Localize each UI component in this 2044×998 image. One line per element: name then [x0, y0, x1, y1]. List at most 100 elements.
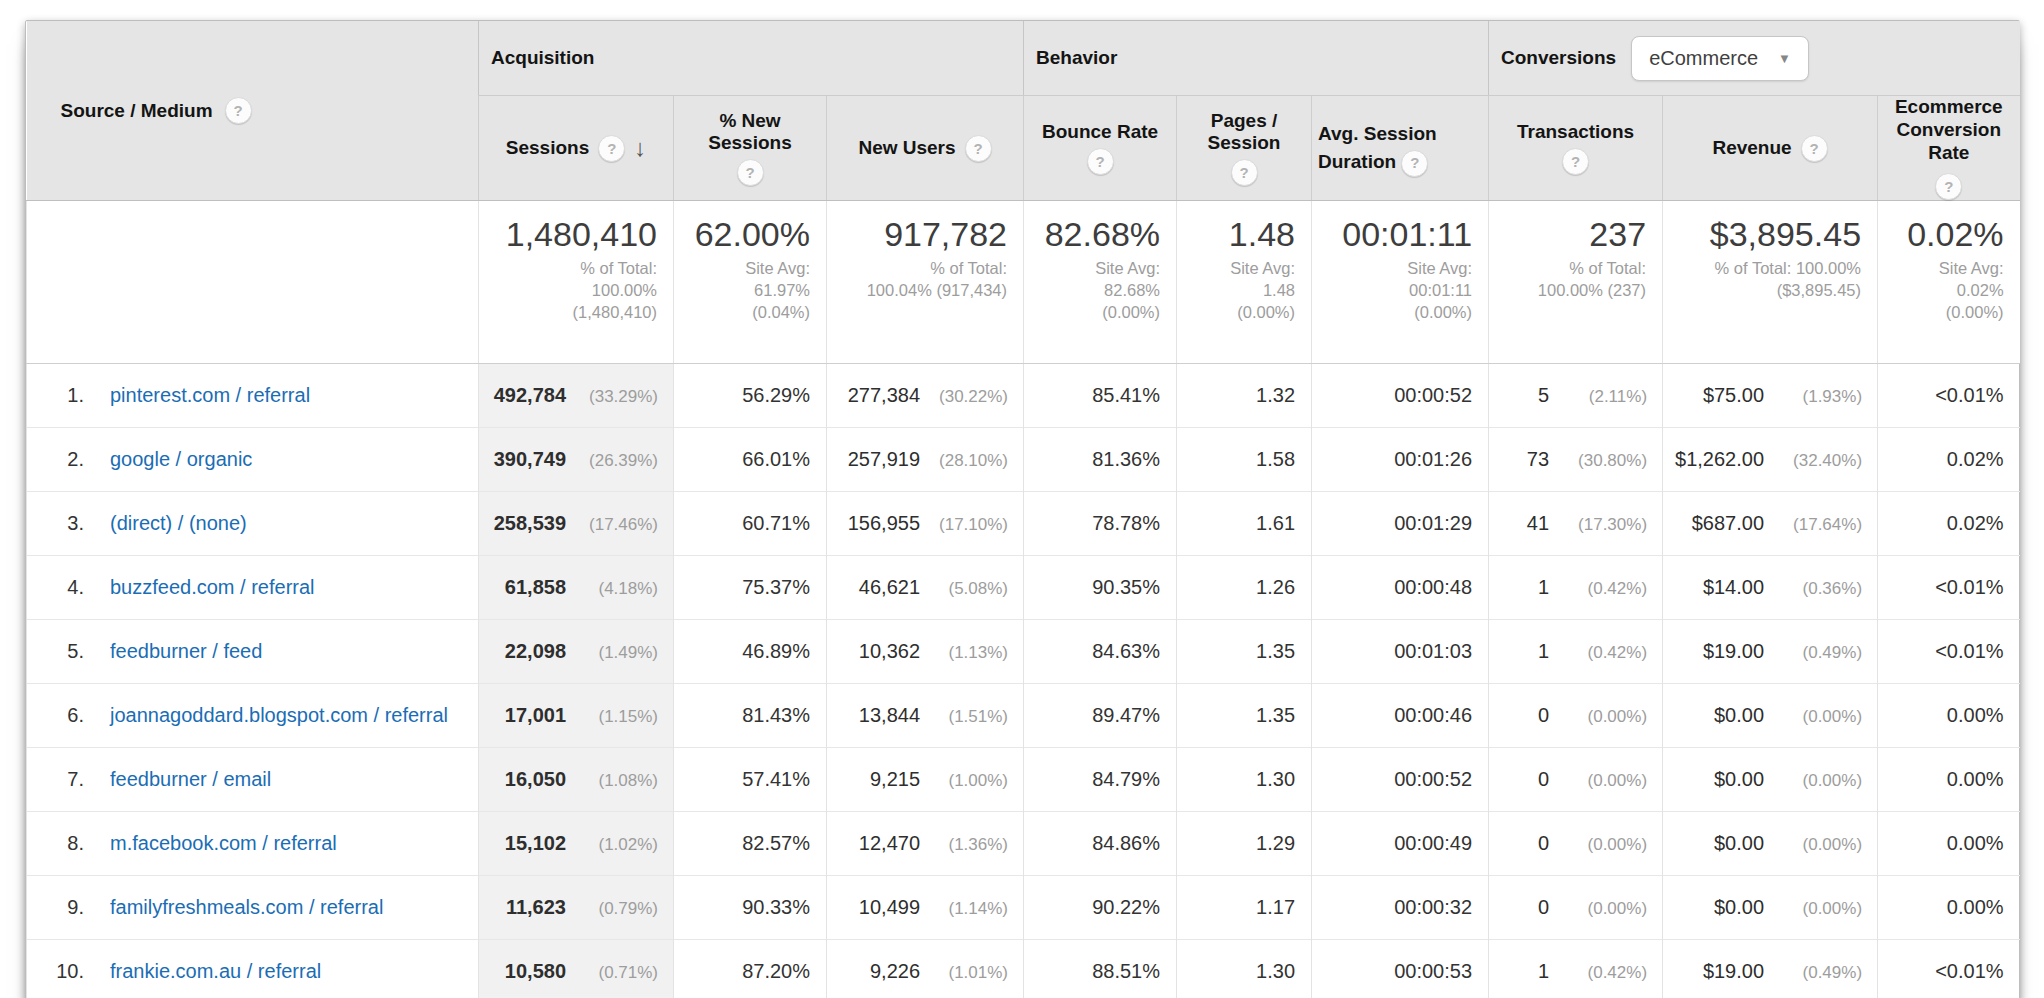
cell-pct-new-sessions: 66.01% [674, 428, 827, 492]
transactions-value: 0 [1538, 832, 1549, 855]
table-row: 1.pinterest.com / referral492,784(33.29%… [27, 364, 2020, 428]
help-icon[interactable]: ? [1935, 173, 1962, 200]
cell-pct-new-sessions: 75.37% [674, 556, 827, 620]
help-icon[interactable]: ? [225, 97, 252, 124]
summary-note-line: 100.04% (917,434) [835, 280, 1007, 302]
source-medium-link[interactable]: m.facebook.com / referral [110, 831, 347, 856]
transactions-percent: (17.30%) [1549, 515, 1647, 535]
summary-note: Site Avg:61.97%(0.04%) [682, 258, 810, 323]
sessions-value: 258,539 [494, 512, 566, 535]
column-header-sessions[interactable]: Sessions ? ↓ [479, 96, 674, 201]
summary-cell-pct-new-sessions: 62.00%Site Avg:61.97%(0.04%) [674, 201, 827, 364]
table-row: 10.frankie.com.au / referral10,580(0.71%… [27, 940, 2020, 998]
cell-revenue: $687.00(17.64%) [1663, 492, 1878, 556]
cell-ecommerce-conversion-rate: 0.00% [1878, 684, 2020, 748]
cell-sessions: 16,050(1.08%) [479, 748, 674, 812]
help-icon[interactable]: ? [1231, 159, 1258, 186]
revenue-percent: (1.93%) [1764, 387, 1862, 407]
table-row: 4.buzzfeed.com / referral61,858(4.18%)75… [27, 556, 2020, 620]
cell-pages-session: 1.30 [1177, 748, 1312, 812]
new-users-value: 10,362 [859, 640, 920, 663]
cell-new-users: 13,844(1.51%) [827, 684, 1024, 748]
source-medium-link[interactable]: familyfreshmeals.com / referral [110, 895, 393, 920]
summary-value: $3,895.45 [1671, 215, 1861, 254]
cell-revenue: $19.00(0.49%) [1663, 620, 1878, 684]
sessions-percent: (1.15%) [566, 707, 658, 727]
cell-transactions: 5(2.11%) [1489, 364, 1663, 428]
transactions-value: 73 [1527, 448, 1549, 471]
summary-cell-revenue: $3,895.45% of Total: 100.00%($3,895.45) [1663, 201, 1878, 364]
source-medium-link[interactable]: google / organic [110, 447, 262, 472]
cell-sessions: 22,098(1.49%) [479, 620, 674, 684]
source-medium-link[interactable]: frankie.com.au / referral [110, 959, 331, 984]
summary-cell-new-users: 917,782% of Total:100.04% (917,434) [827, 201, 1024, 364]
column-header-revenue[interactable]: Revenue ? [1663, 96, 1878, 201]
new-users-percent: (17.10%) [920, 515, 1008, 535]
help-icon[interactable]: ? [737, 159, 764, 186]
source-medium-link[interactable]: buzzfeed.com / referral [110, 575, 325, 600]
cell-avg-session-duration: 00:00:32 [1312, 876, 1489, 940]
transactions-percent: (0.00%) [1549, 899, 1647, 919]
column-header-bounce-rate[interactable]: Bounce Rate ? [1024, 96, 1177, 201]
source-medium-link[interactable]: pinterest.com / referral [110, 383, 320, 408]
summary-note: % of Total:100.00% (237) [1497, 258, 1646, 302]
summary-cell-sessions: 1,480,410% of Total:100.00%(1,480,410) [479, 201, 674, 364]
column-header-new-users[interactable]: New Users ? [827, 96, 1024, 201]
column-header-source-medium[interactable]: Source / Medium ? [27, 21, 479, 201]
summary-note-line: Site Avg: [682, 258, 810, 280]
cell-revenue: $19.00(0.49%) [1663, 940, 1878, 998]
row-rank: 8. [28, 832, 110, 855]
help-icon[interactable]: ? [1801, 135, 1828, 162]
source-medium-link[interactable]: feedburner / email [110, 767, 281, 792]
transactions-value: 5 [1538, 384, 1549, 407]
cell-source-medium: 3.(direct) / (none) [27, 492, 479, 556]
cell-pct-new-sessions: 87.20% [674, 940, 827, 998]
cell-transactions: 1(0.42%) [1489, 556, 1663, 620]
column-header-pages-session[interactable]: Pages / Session ? [1177, 96, 1312, 201]
summary-cell-bounce-rate: 82.68%Site Avg:82.68%(0.00%) [1024, 201, 1177, 364]
cell-pct-new-sessions: 81.43% [674, 684, 827, 748]
column-header-transactions[interactable]: Transactions ? [1489, 96, 1663, 201]
table-row: 7.feedburner / email16,050(1.08%)57.41%9… [27, 748, 2020, 812]
cell-avg-session-duration: 00:00:53 [1312, 940, 1489, 998]
row-rank: 6. [28, 704, 110, 727]
revenue-percent: (0.00%) [1764, 835, 1862, 855]
summary-cell-ecommerce-conversion-rate: 0.02%Site Avg:0.02%(0.00%) [1878, 201, 2020, 364]
summary-row: 1,480,410% of Total:100.00%(1,480,410)62… [27, 201, 2020, 364]
help-icon[interactable]: ? [965, 135, 992, 162]
sessions-percent: (1.02%) [566, 835, 658, 855]
summary-note: Site Avg:00:01:11(0.00%) [1320, 258, 1472, 323]
help-icon[interactable]: ? [1087, 148, 1114, 175]
cell-transactions: 1(0.42%) [1489, 620, 1663, 684]
column-header-pct-new-sessions[interactable]: % New Sessions ? [674, 96, 827, 201]
column-header-avg-session-duration[interactable]: Avg. Session Duration ? [1312, 96, 1489, 201]
caret-down-icon: ▼ [1778, 51, 1791, 66]
transactions-percent: (0.00%) [1549, 771, 1647, 791]
summary-note-line: Site Avg: [1320, 258, 1472, 280]
row-rank: 9. [28, 896, 110, 919]
help-icon[interactable]: ? [598, 135, 625, 162]
cell-source-medium: 5.feedburner / feed [27, 620, 479, 684]
table-row: 8.m.facebook.com / referral15,102(1.02%)… [27, 812, 2020, 876]
summary-note-line: 61.97% [682, 280, 810, 302]
help-icon[interactable]: ? [1562, 148, 1589, 175]
conversions-goal-dropdown[interactable]: eCommerce ▼ [1631, 36, 1809, 81]
summary-note-line: Site Avg: [1886, 258, 2004, 280]
transactions-value: 0 [1538, 768, 1549, 791]
cell-avg-session-duration: 00:01:26 [1312, 428, 1489, 492]
source-medium-link[interactable]: (direct) / (none) [110, 511, 257, 536]
conversions-label: Conversions [1501, 47, 1616, 69]
help-icon[interactable]: ? [1401, 150, 1428, 177]
cell-bounce-rate: 78.78% [1024, 492, 1177, 556]
source-medium-link[interactable]: joannagoddard.blogspot.com / referral [110, 703, 458, 728]
summary-note-line: % of Total: [835, 258, 1007, 280]
new-users-value: 46,621 [859, 576, 920, 599]
new-users-percent: (1.51%) [920, 707, 1008, 727]
column-header-ecommerce-conversion-rate[interactable]: Ecommerce Conversion Rate ? [1878, 96, 2020, 201]
cell-new-users: 9,215(1.00%) [827, 748, 1024, 812]
transactions-value: 1 [1538, 640, 1549, 663]
summary-note-line: 0.02% [1886, 280, 2004, 302]
cell-bounce-rate: 84.79% [1024, 748, 1177, 812]
source-medium-link[interactable]: feedburner / feed [110, 639, 272, 664]
cell-source-medium: 7.feedburner / email [27, 748, 479, 812]
